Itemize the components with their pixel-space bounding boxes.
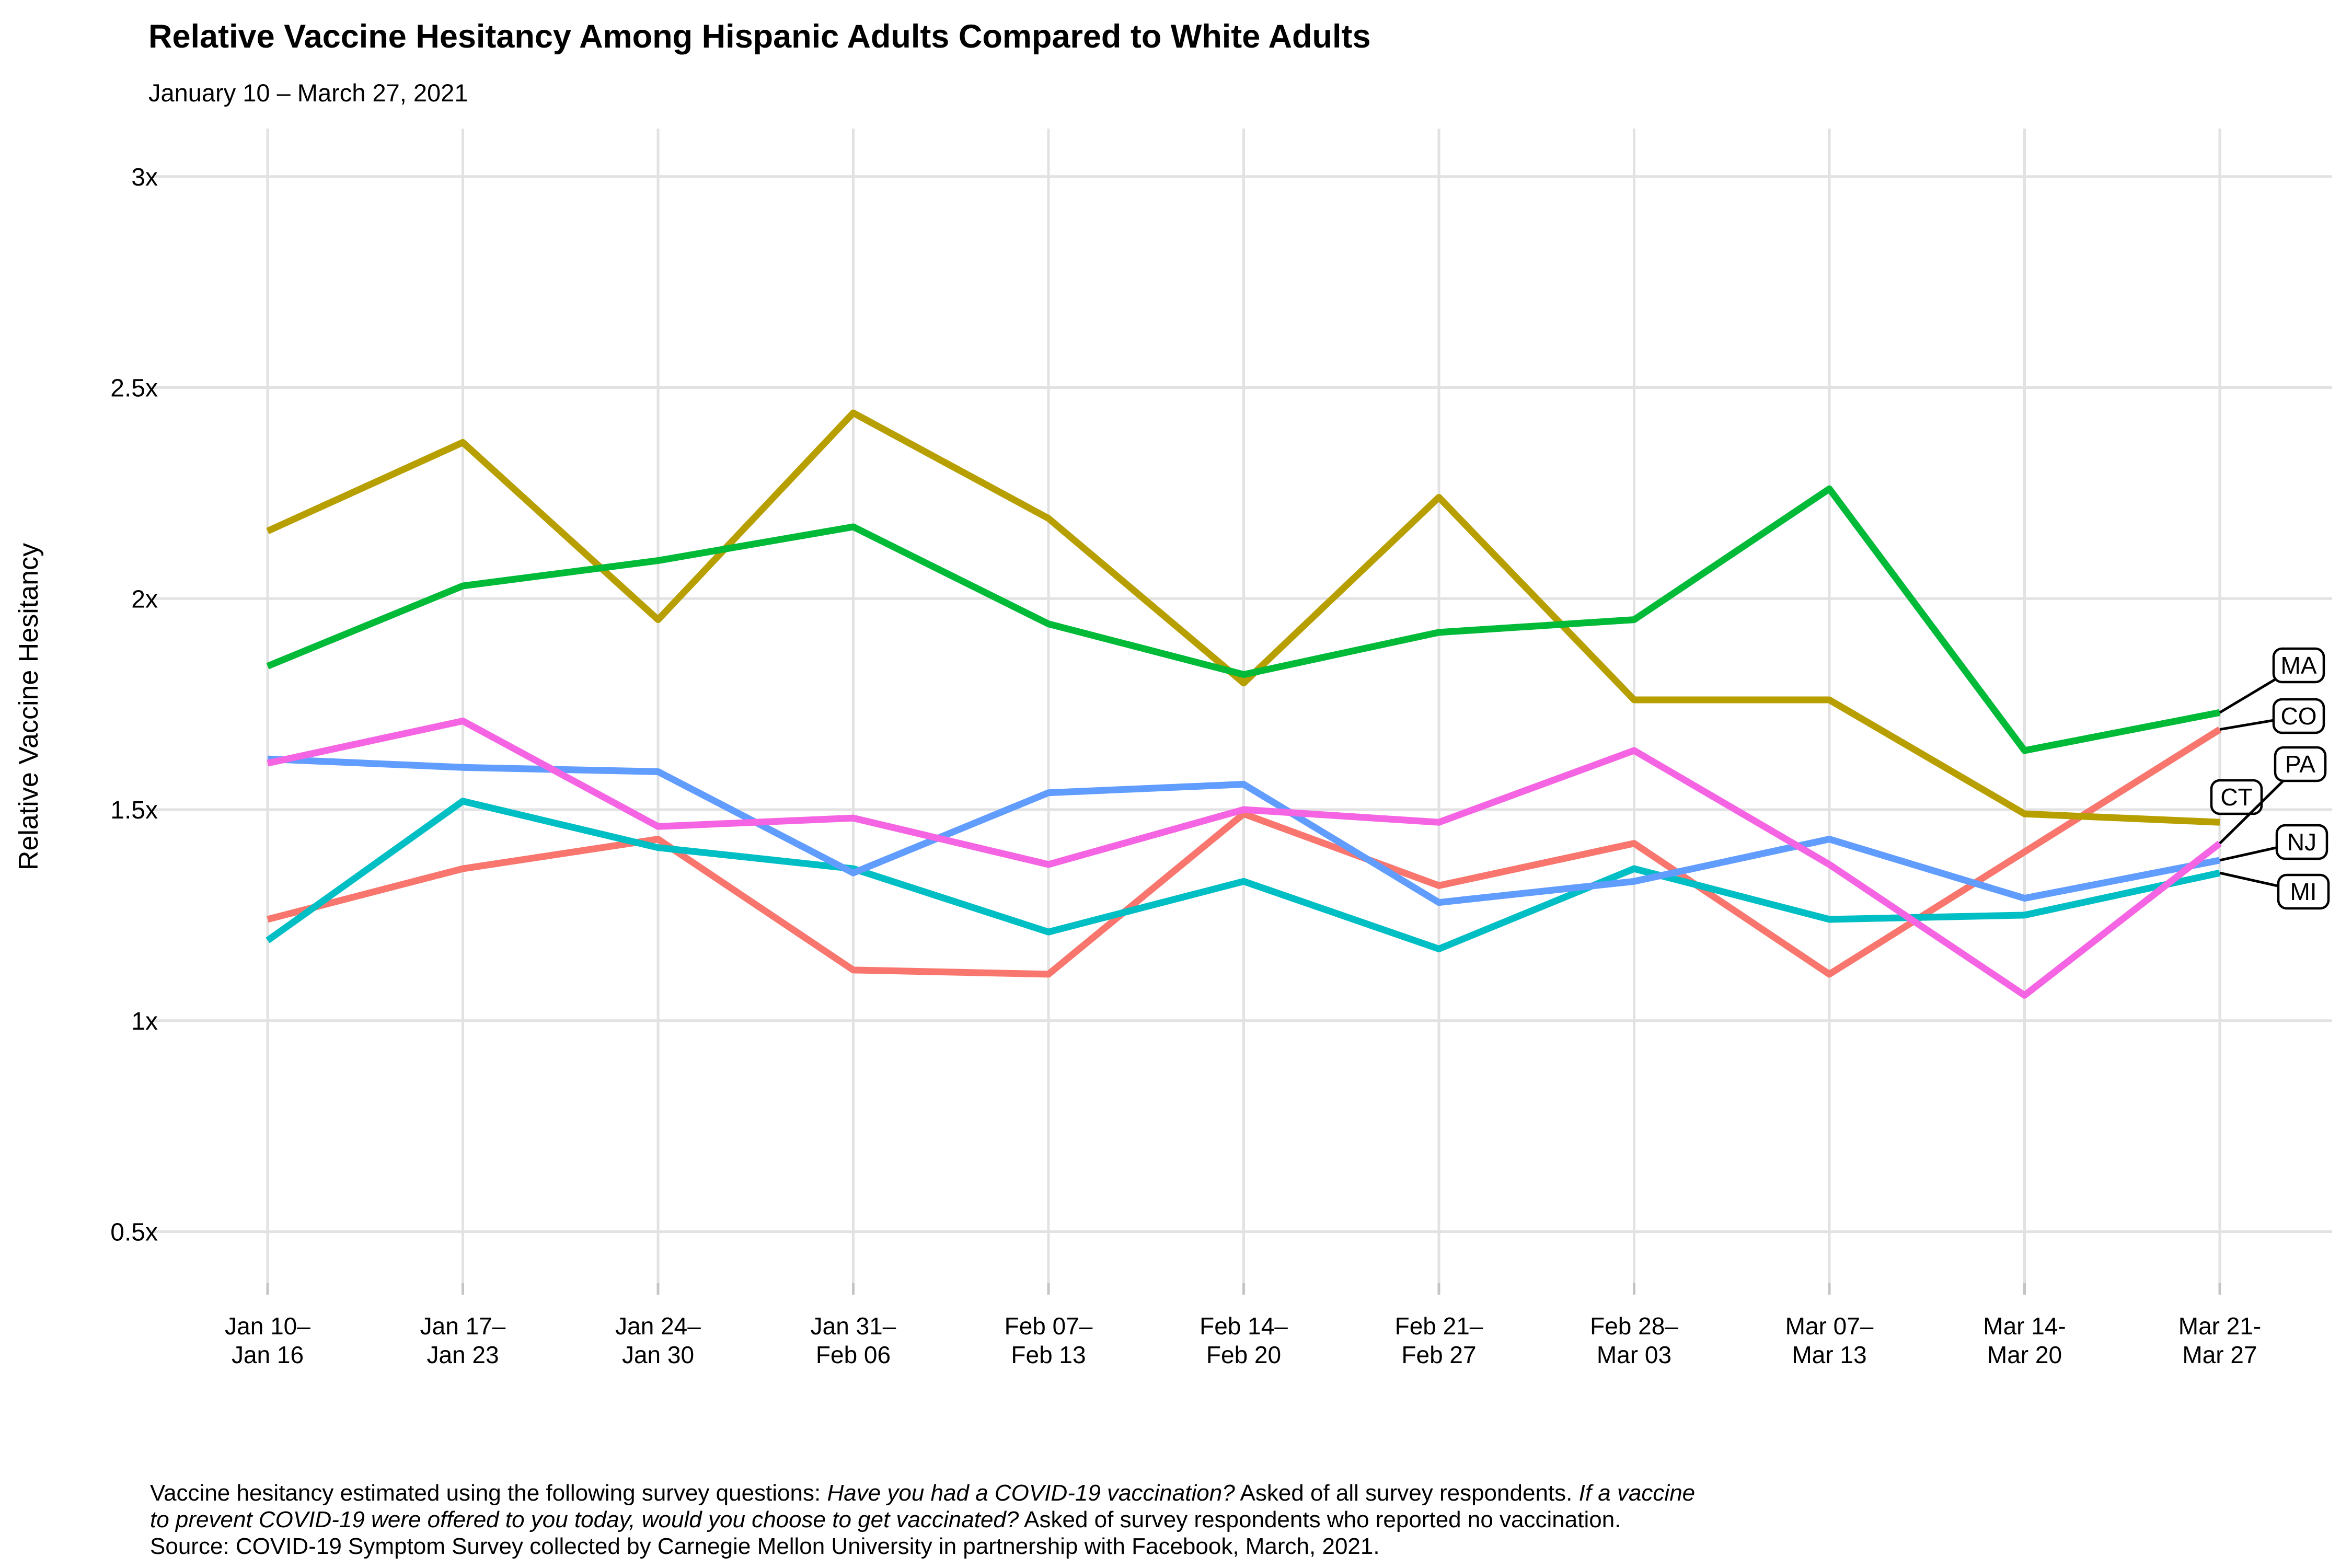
footnote-segment: Source: COVID-19 Symptom Survey collecte… [150,1534,1380,1559]
footnote-segment: Asked of all survey respondents. [1235,1480,1579,1506]
series-line-CT [266,409,2220,826]
series-label-text-NJ: NJ [2287,828,2316,856]
page-title: Relative Vaccine Hesitancy Among Hispani… [148,18,1371,55]
x-tick-label: Feb 07– [1005,1312,1093,1340]
x-tick-label: Mar 13 [1792,1341,1866,1368]
footnote-italic-segment: to prevent COVID-19 were offered to you … [150,1507,1019,1532]
series-line-PA [267,717,2222,999]
y-axis-title: Relative Vaccine Hesitancy [14,543,44,870]
y-tick-label: 3x [131,164,158,191]
series-label-box-CO [2272,698,2325,734]
y-tick-label: 1x [131,1008,158,1035]
footnote-line: to prevent COVID-19 were offered to you … [150,1506,2324,1533]
series-line-MI [266,798,2221,952]
y-tick-label: 2.5x [110,375,158,402]
x-tick-label: Feb 28– [1590,1312,1678,1340]
x-tick-label: Jan 17– [420,1312,506,1340]
x-tick-label: Feb 06 [816,1341,891,1368]
series-label-box-MI [2277,873,2330,910]
x-tick-label: Jan 23 [426,1341,499,1368]
footnote-italic-segment: If a vaccine [1578,1480,1696,1506]
series-label-text-CT: CT [2220,783,2252,811]
series-line-NJ [267,755,2221,906]
x-tick-label: Mar 07– [1785,1312,1874,1340]
x-tick-label: Jan 30 [622,1341,694,1368]
x-tick-label: Mar 21- [2178,1312,2261,1340]
series-line-MA [266,485,2221,754]
x-tick-label: Jan 10– [225,1312,310,1340]
footnote-segment: Vaccine hesitancy estimated using the fo… [150,1480,827,1506]
footnote-line: Source: COVID-19 Symptom Survey collecte… [150,1533,2324,1560]
x-tick-label: Jan 16 [232,1341,304,1368]
series-label-text-CO: CO [2281,702,2317,730]
series-label-text-PA: PA [2285,751,2315,778]
x-tick-label: Jan 24– [615,1312,701,1340]
x-tick-label: Feb 14– [1200,1312,1288,1340]
x-tick-label: Jan 31– [811,1312,896,1340]
series-line-CO [267,727,2222,978]
series-label-text-MA: MA [2281,652,2317,679]
x-tick-label: Mar 27 [2182,1341,2257,1368]
x-tick-label: Feb 20 [1206,1341,1281,1368]
series-label-box-MA [2272,647,2325,684]
x-tick-label: Mar 14- [1983,1312,2066,1340]
footnote-line: Vaccine hesitancy estimated using the fo… [150,1480,2324,1506]
series-label-box-CT [2210,779,2263,815]
series-label-box-PA [2274,746,2327,782]
footnote-italic-segment: Have you had a COVID-19 vaccination? [827,1480,1235,1506]
x-tick-label: Feb 27 [1401,1341,1476,1368]
page-subtitle: January 10 – March 27, 2021 [148,79,468,107]
series-label-box-NJ [2275,824,2328,860]
x-tick-label: Mar 03 [1597,1341,1671,1368]
x-tick-label: Feb 13 [1011,1341,1086,1368]
x-tick-label: Mar 20 [1987,1341,2062,1368]
series-label-text-MI: MI [2290,878,2316,905]
y-tick-label: 2x [131,585,158,613]
chart-footnote: Vaccine hesitancy estimated using the fo… [150,1480,2324,1560]
x-tick-label: Feb 21– [1395,1312,1483,1340]
y-tick-label: 1.5x [110,797,158,824]
footnote-segment: Asked of survey respondents who reported… [1019,1507,1621,1532]
y-tick-label: 0.5x [110,1219,158,1247]
